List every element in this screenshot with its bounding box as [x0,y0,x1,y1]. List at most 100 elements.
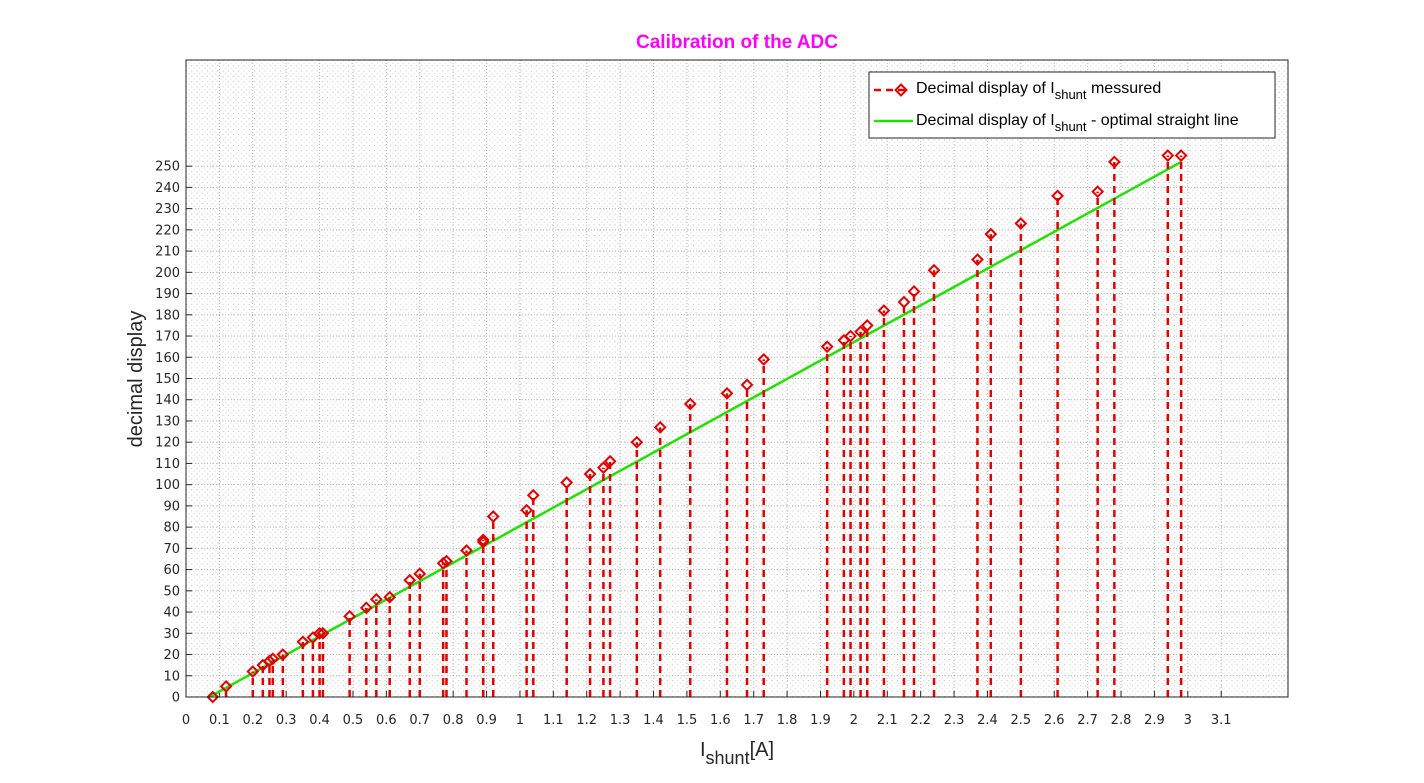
data-point [1091,185,1105,199]
data-point [897,295,911,309]
data-point [343,609,357,623]
x-tick-labels: 0 0.1 0.2 0.3 0.4 0.5 0.6 0.7 0.8 0.9 1 1.1 1.2 1.3 1.… [182,713,1232,728]
legend-marker-measured [894,83,908,97]
data-point [276,648,290,661]
x-tick-label: 1.1 [543,713,564,728]
y-tick-label: 160 [155,351,180,366]
data-point [296,635,310,649]
legend-label-fit-sub: shunt [1055,119,1087,134]
data-point [369,592,383,606]
data-point [1014,217,1028,230]
y-tick-label: 240 [155,181,180,196]
x-tick-label: 2.6 [1044,713,1065,728]
data-point [683,397,697,411]
data-point [984,227,998,241]
data-point [520,503,534,517]
data-point [740,378,754,392]
x-tick-label: 1.5 [677,713,698,728]
data-point [597,461,610,475]
x-tick-label: 2.4 [977,713,998,728]
x-tick-label: 3 [1184,713,1192,728]
x-tick-label: 0.3 [276,713,297,728]
data-point [1174,149,1188,162]
x-tick-label: 2.1 [877,713,898,728]
x-tick-label: 3.1 [1211,713,1232,728]
x-axis-label-unit: [A] [750,739,774,761]
y-tick-label: 0 [172,691,180,706]
y-tick-label: 200 [155,266,180,281]
data-point [359,601,373,615]
y-tick-label: 50 [163,584,180,599]
x-tick-label: 2.8 [1111,713,1132,728]
x-tick-label: 1.7 [743,713,764,728]
y-tick-label: 60 [163,563,180,578]
x-axis-label-subscript: shunt [706,748,750,768]
x-tick-label: 1.3 [610,713,631,728]
legend-label-measured-post: messured [1087,80,1162,97]
data-point [206,690,220,704]
y-tick-label: 10 [163,669,180,684]
x-tick-label: 2.3 [944,713,965,728]
x-tick-label: 0.9 [476,713,497,728]
x-tick-label: 0.7 [409,713,430,728]
y-tick-label: 140 [155,393,180,408]
data-point [820,340,834,354]
y-tick-label: 70 [163,542,180,557]
y-tick-label: 250 [155,160,180,175]
x-tick-label: 2.9 [1144,713,1165,728]
data-point [844,329,857,343]
data-point [476,533,490,547]
x-tick-label: 1 [516,713,524,728]
data-point [720,386,734,400]
x-tick-label: 1.8 [777,713,798,728]
x-tick-label: 0.5 [343,713,364,728]
data-point [653,420,667,434]
data-point [757,352,771,366]
y-tick-label: 190 [155,287,180,302]
x-tick-label: 1.4 [643,713,664,728]
y-tick-label: 170 [155,330,180,345]
plot-frame [185,59,1289,698]
legend-label-fit-post: - optimal straight line [1087,112,1239,129]
data-point [877,304,891,317]
x-tick-label: 1.9 [810,713,831,728]
marker-layer [206,149,1188,704]
legend-box [868,71,1276,139]
y-tick-label: 180 [155,308,180,323]
legend-label-measured: Decimal display of Ishunt messured [916,80,1161,102]
data-point [383,590,397,604]
y-tick-label: 90 [163,499,180,514]
data-point [1161,149,1175,162]
data-point [560,476,574,489]
y-axis-label: decimal display [125,311,147,448]
data-point [413,567,427,581]
data-point [263,654,276,668]
x-axis-label-main: I [700,739,706,761]
data-point [1107,155,1121,169]
y-tick-label: 20 [163,648,180,663]
x-tick-label: 2 [850,713,858,728]
x-tick-label: 1.2 [576,713,597,728]
data-point [219,679,233,693]
data-point [860,319,874,332]
y-tick-label: 210 [155,245,180,260]
data-point [440,554,453,568]
y-tick-labels: 0 10 20 30 40 50 60 70 80 90 100 110 120 130 140 150 160… [155,160,180,706]
x-tick-label: 0 [182,713,190,728]
legend: Decimal display of Ishunt messured Decim… [868,71,1276,139]
data-point [971,253,984,267]
y-tick-label: 230 [155,202,180,217]
y-tick-label: 120 [155,436,180,451]
data-point [927,263,941,277]
x-tick-label: 0.2 [242,713,263,728]
data-point [313,626,326,640]
data-point [603,454,617,468]
data-point [526,488,540,502]
y-tick-label: 150 [155,372,180,387]
data-point [907,285,921,298]
legend-label-measured-sub: shunt [1055,87,1087,102]
data-point [1051,189,1064,203]
data-point [403,573,417,587]
stem-layer [224,155,1183,697]
